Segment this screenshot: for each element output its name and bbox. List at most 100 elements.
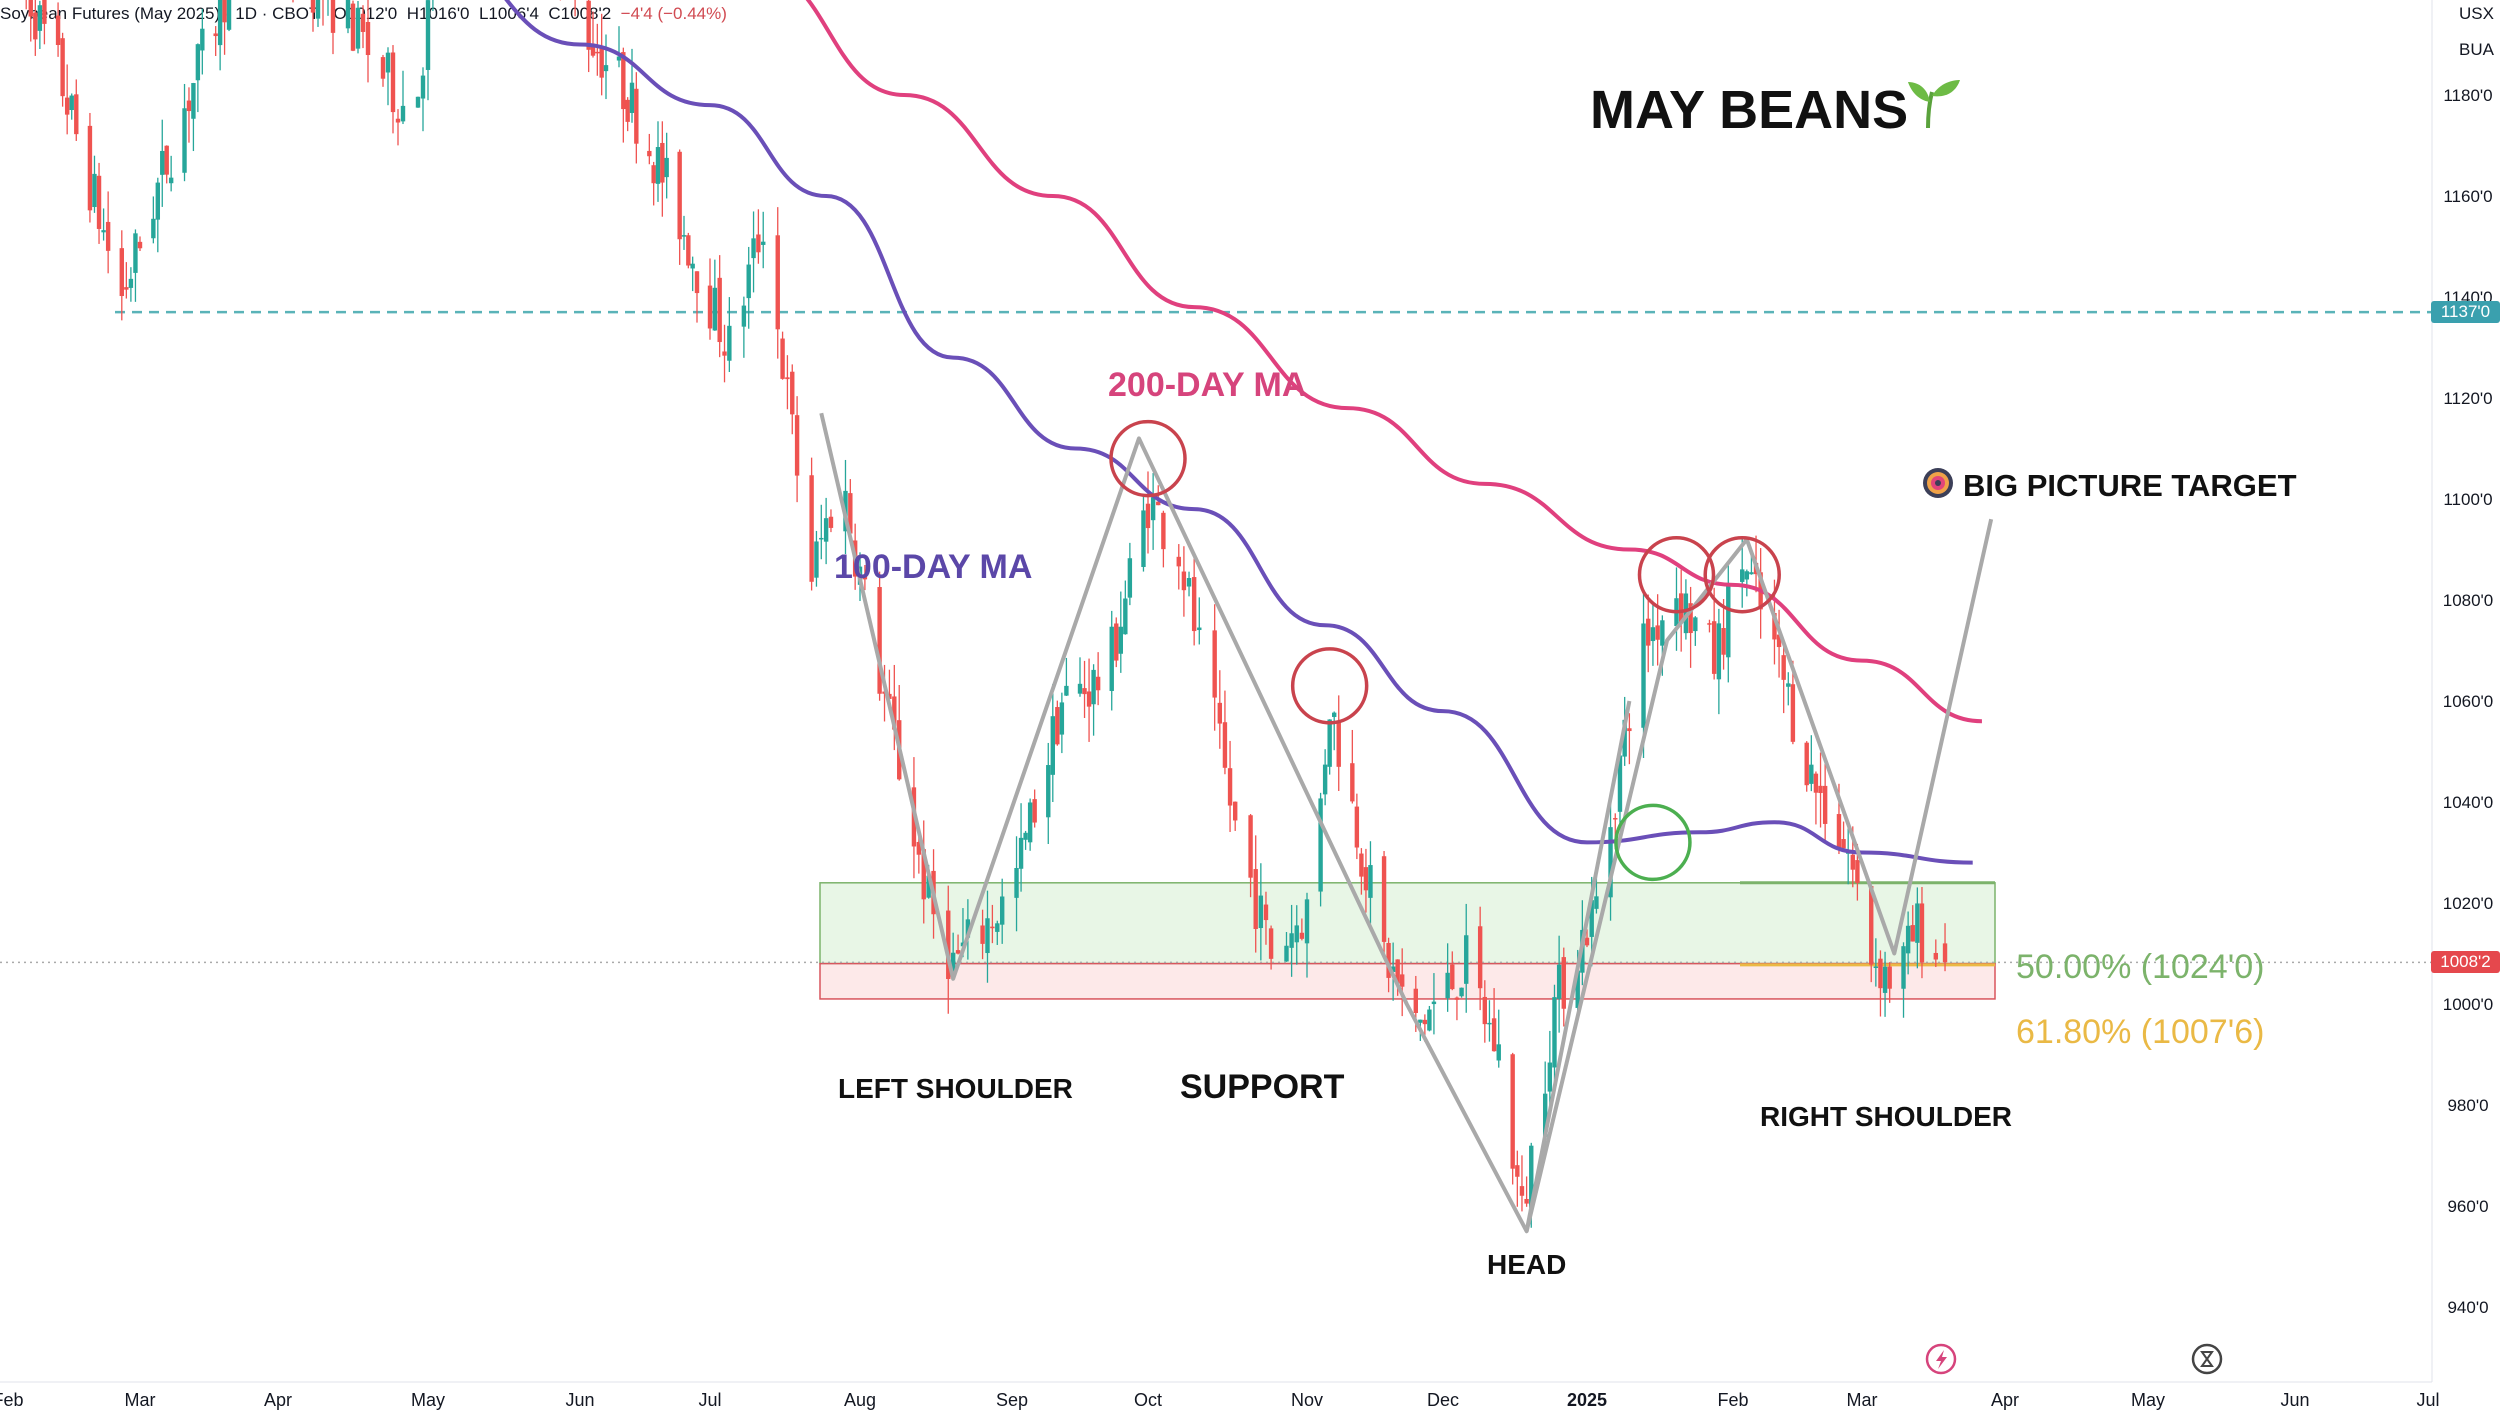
candle-body [995, 923, 1000, 932]
candle-body [1613, 818, 1618, 820]
fib-618-label: 61.80% (1007'6) [2016, 1013, 2264, 1051]
y-tick-label: 960'0 [2447, 1197, 2488, 1216]
candle-body [1258, 895, 1264, 929]
sprout-icon [1908, 80, 1960, 129]
candle-body [1776, 634, 1782, 648]
highlight-circle [1703, 536, 1781, 614]
candle-body [1299, 932, 1305, 939]
candle-body [892, 696, 897, 730]
candle-body [603, 65, 609, 72]
candle-body [395, 118, 401, 123]
hourglass-icon[interactable] [2191, 1343, 2223, 1375]
target-price-badge: 1137'0 [2431, 301, 2500, 324]
candle-body [1186, 578, 1192, 587]
candle-body [160, 150, 165, 175]
unit-label[interactable]: BUA [2459, 40, 2494, 59]
candle-body [1841, 839, 1846, 849]
candle-body [1386, 942, 1391, 978]
candle-body [1744, 571, 1750, 580]
candle-body [1359, 853, 1364, 877]
change-value: −4'4 (−0.44%) [620, 4, 727, 23]
x-tick-label: May [411, 1390, 445, 1410]
last-price-badge: 1008'2 [2431, 951, 2500, 974]
candle-body [1556, 964, 1562, 999]
candle-body [415, 96, 421, 108]
candle-body [1156, 501, 1161, 506]
candle-body [37, 5, 43, 31]
moving-average-line [504, 0, 1973, 865]
candle-body [1772, 613, 1777, 640]
candle-body [590, 43, 596, 56]
candle-body [182, 108, 187, 173]
x-tick-label: May [2131, 1390, 2165, 1410]
candle-body [690, 263, 695, 269]
candle-body [1836, 814, 1842, 849]
candle-body [195, 44, 201, 81]
candle-body [1127, 558, 1133, 598]
currency-label[interactable]: USX [2459, 4, 2494, 23]
candle-body [92, 173, 97, 208]
y-tick-label: 1000'0 [2443, 995, 2494, 1014]
candle-body [1327, 719, 1332, 767]
candle-body [1524, 1198, 1529, 1204]
candle-body [946, 910, 951, 980]
symbol-title[interactable]: Soybean Futures (May 2025) · 1D · CBOT [0, 4, 320, 23]
candle-body [355, 7, 361, 49]
support-zone-upper [819, 882, 1996, 965]
candle-body [1263, 904, 1269, 921]
candle-body [380, 57, 386, 79]
candle-body [1688, 603, 1693, 634]
lightning-icon[interactable] [1925, 1343, 1957, 1375]
candle-body [621, 52, 626, 110]
candle-body [400, 105, 406, 122]
candle-body [660, 142, 665, 183]
x-tick-label: Dec [1427, 1390, 1459, 1410]
candle-body [746, 264, 751, 299]
candle-body [1622, 719, 1627, 757]
candle-body [1336, 720, 1341, 767]
candle-body [226, 0, 232, 30]
highlight-circles [1109, 419, 1781, 882]
candle-body [677, 151, 682, 240]
candle-body [186, 100, 192, 112]
candle-body [950, 952, 956, 973]
candle-body [1050, 716, 1055, 775]
candle-body [848, 493, 853, 534]
support-label: SUPPORT [1180, 1068, 1345, 1106]
candle-body [1850, 854, 1855, 870]
candle-body [1431, 1001, 1437, 1005]
y-axis: 1240'01220'01200'01180'01160'01140'01120… [2443, 0, 2494, 1317]
candle-body [990, 926, 995, 929]
candle-body [60, 38, 65, 97]
candle-body [664, 157, 669, 178]
x-tick-label: Mar [125, 1390, 156, 1410]
candle-body [1646, 618, 1651, 646]
candle-body [877, 587, 882, 694]
y-tick-label: 1100'0 [2443, 490, 2492, 509]
candle-body [1740, 569, 1745, 582]
y-tick-label: 1120'0 [2443, 389, 2492, 408]
candle-body [599, 46, 604, 78]
candle-body [155, 182, 161, 220]
candle-body [1454, 997, 1460, 1000]
candle-body [694, 271, 700, 294]
candle-body [222, 0, 227, 23]
candle-body [616, 56, 622, 61]
candle-body [1901, 946, 1906, 989]
candle-body [1873, 966, 1879, 969]
candle-body [1222, 722, 1228, 768]
candle-body [1161, 512, 1166, 550]
candle-body [756, 234, 761, 253]
candle-body [33, 12, 38, 40]
highlight-circle [1637, 536, 1716, 614]
candle-body [1077, 683, 1083, 694]
candle-body [1145, 503, 1151, 529]
candle-body [1253, 869, 1258, 930]
candle-body [775, 235, 780, 330]
x-tick-label: Aug [844, 1390, 876, 1410]
candle-body [1491, 1018, 1497, 1052]
candle-body [124, 287, 129, 290]
candle-body [425, 0, 431, 70]
